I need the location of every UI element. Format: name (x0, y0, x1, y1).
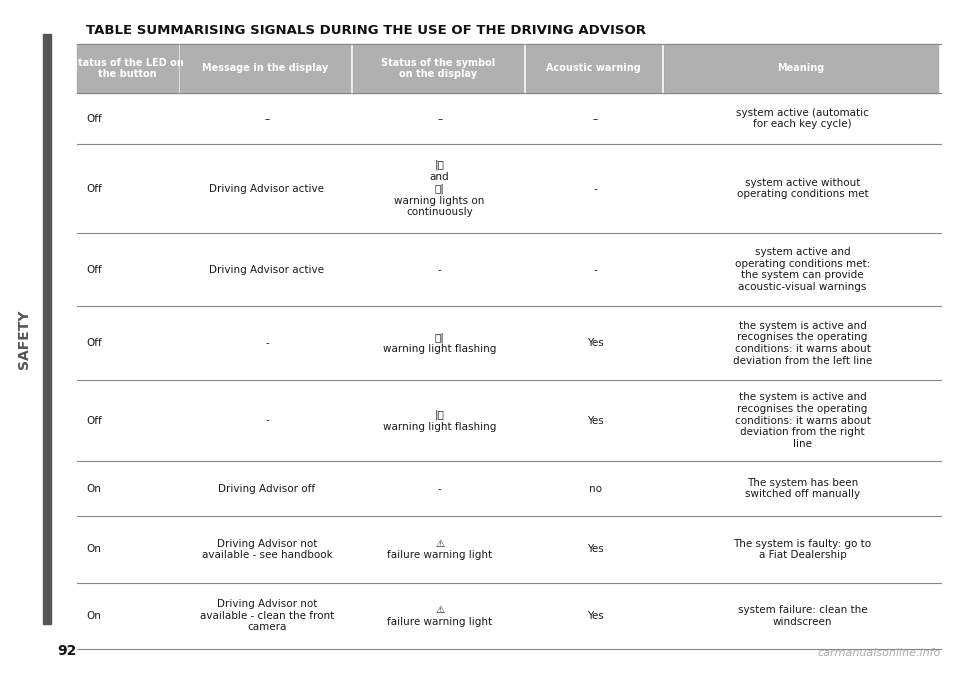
Bar (43, 34, 51, 624)
Text: Driving Advisor active: Driving Advisor active (209, 264, 324, 275)
Bar (664, 44, 938, 93)
Text: The system has been
switched off manually: The system has been switched off manuall… (745, 478, 860, 500)
Text: –: – (592, 114, 598, 123)
Text: no: no (588, 483, 602, 494)
Text: -: - (593, 184, 597, 194)
Text: -: - (593, 264, 597, 275)
Text: 92: 92 (58, 643, 77, 658)
Bar (353, 44, 523, 93)
Text: –: – (264, 114, 270, 123)
Text: -: - (265, 416, 269, 426)
Text: |🚗
and
🚗|
warning lights on
continuously: |🚗 and 🚗| warning lights on continuously (395, 160, 485, 218)
Text: |🚗
warning light flashing: |🚗 warning light flashing (383, 410, 496, 432)
Bar (77, 44, 178, 93)
Text: Driving Advisor not
available - clean the front
camera: Driving Advisor not available - clean th… (200, 599, 334, 633)
Text: On: On (86, 483, 101, 494)
Text: Off: Off (86, 114, 102, 123)
Text: ⚠
failure warning light: ⚠ failure warning light (387, 605, 492, 626)
Text: ⚠
failure warning light: ⚠ failure warning light (387, 538, 492, 560)
Text: system active without
operating conditions met: system active without operating conditio… (736, 178, 869, 199)
Text: –: – (437, 114, 443, 123)
Text: -: - (438, 264, 442, 275)
Text: Status of the LED on
the button: Status of the LED on the button (71, 58, 183, 79)
Text: Off: Off (86, 184, 102, 194)
Text: 🚗|
warning light flashing: 🚗| warning light flashing (383, 332, 496, 355)
Text: system active and
operating conditions met:
the system can provide
acoustic-visu: system active and operating conditions m… (735, 247, 870, 292)
Text: On: On (86, 611, 101, 621)
Text: Off: Off (86, 416, 102, 426)
Text: Status of the symbol
on the display: Status of the symbol on the display (381, 58, 495, 79)
Bar (526, 44, 661, 93)
Text: carmanualsonline.info: carmanualsonline.info (818, 647, 941, 658)
Text: system active (automatic
for each key cycle): system active (automatic for each key cy… (736, 108, 869, 129)
Text: SAFETY: SAFETY (17, 309, 31, 369)
Text: the system is active and
recognises the operating
conditions: it warns about
dev: the system is active and recognises the … (734, 393, 871, 449)
Text: Acoustic warning: Acoustic warning (546, 64, 641, 73)
Text: Yes: Yes (587, 338, 604, 348)
Text: -: - (438, 483, 442, 494)
Text: TABLE SUMMARISING SIGNALS DURING THE USE OF THE DRIVING ADVISOR: TABLE SUMMARISING SIGNALS DURING THE USE… (86, 24, 646, 37)
Text: Yes: Yes (587, 544, 604, 555)
Text: On: On (86, 544, 101, 555)
Text: Message in the display: Message in the display (203, 64, 328, 73)
Text: Meaning: Meaning (778, 64, 825, 73)
Text: Off: Off (86, 338, 102, 348)
Bar (180, 44, 350, 93)
Text: Yes: Yes (587, 416, 604, 426)
Text: Yes: Yes (587, 611, 604, 621)
Text: -: - (265, 338, 269, 348)
Text: Off: Off (86, 264, 102, 275)
Text: Driving Advisor off: Driving Advisor off (218, 483, 316, 494)
Text: Driving Advisor active: Driving Advisor active (209, 184, 324, 194)
Text: system failure: clean the
windscreen: system failure: clean the windscreen (737, 605, 868, 626)
Text: the system is active and
recognises the operating
conditions: it warns about
dev: the system is active and recognises the … (732, 321, 873, 365)
Text: Driving Advisor not
available - see handbook: Driving Advisor not available - see hand… (202, 538, 332, 560)
Text: The system is faulty: go to
a Fiat Dealership: The system is faulty: go to a Fiat Deale… (733, 538, 872, 560)
